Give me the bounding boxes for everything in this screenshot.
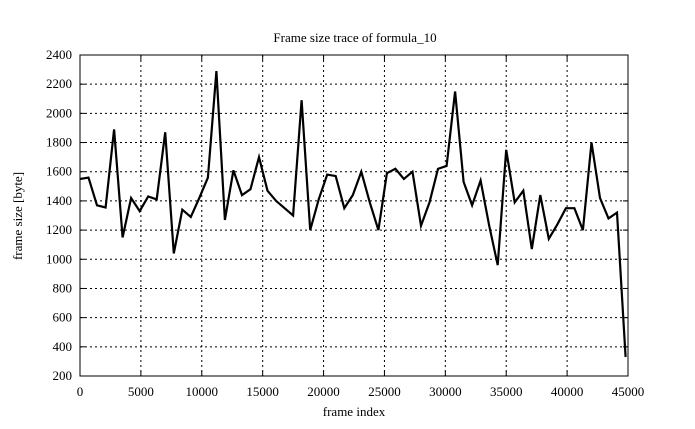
y-tick-label: 200	[53, 368, 73, 383]
x-axis-label: frame index	[323, 404, 386, 419]
y-tick-label: 2000	[46, 105, 72, 120]
y-tick-label: 2200	[46, 76, 72, 91]
y-tick-label: 800	[53, 280, 73, 295]
x-tick-label: 25000	[368, 384, 401, 399]
series-line	[79, 71, 627, 358]
y-axis-label: frame size [byte]	[10, 172, 25, 260]
x-tick-label: 40000	[551, 384, 584, 399]
y-tick-label: 1600	[46, 164, 72, 179]
y-tick-label: 600	[53, 310, 73, 325]
y-tick-label: 1800	[46, 135, 72, 150]
y-tick-label: 400	[53, 339, 73, 354]
x-tick-label: 20000	[307, 384, 340, 399]
y-tick-label: 1000	[46, 251, 72, 266]
grid	[80, 55, 628, 376]
y-tick-label: 1400	[46, 193, 72, 208]
plot-frame	[79, 54, 629, 377]
x-tick-label: 15000	[246, 384, 279, 399]
x-tick-label: 5000	[128, 384, 154, 399]
x-tick-label: 10000	[186, 384, 219, 399]
y-tick-label: 1200	[46, 222, 72, 237]
x-tick-label: 30000	[429, 384, 462, 399]
y-tick-label: 2400	[46, 47, 72, 62]
chart-title: Frame size trace of formula_10	[273, 30, 436, 45]
x-tick-label: 0	[77, 384, 84, 399]
x-tick-label: 45000	[612, 384, 645, 399]
x-tick-label: 35000	[490, 384, 523, 399]
ticks: 0 5000 10000 15000 20000 25000 30000 35000 40000…	[46, 47, 644, 399]
